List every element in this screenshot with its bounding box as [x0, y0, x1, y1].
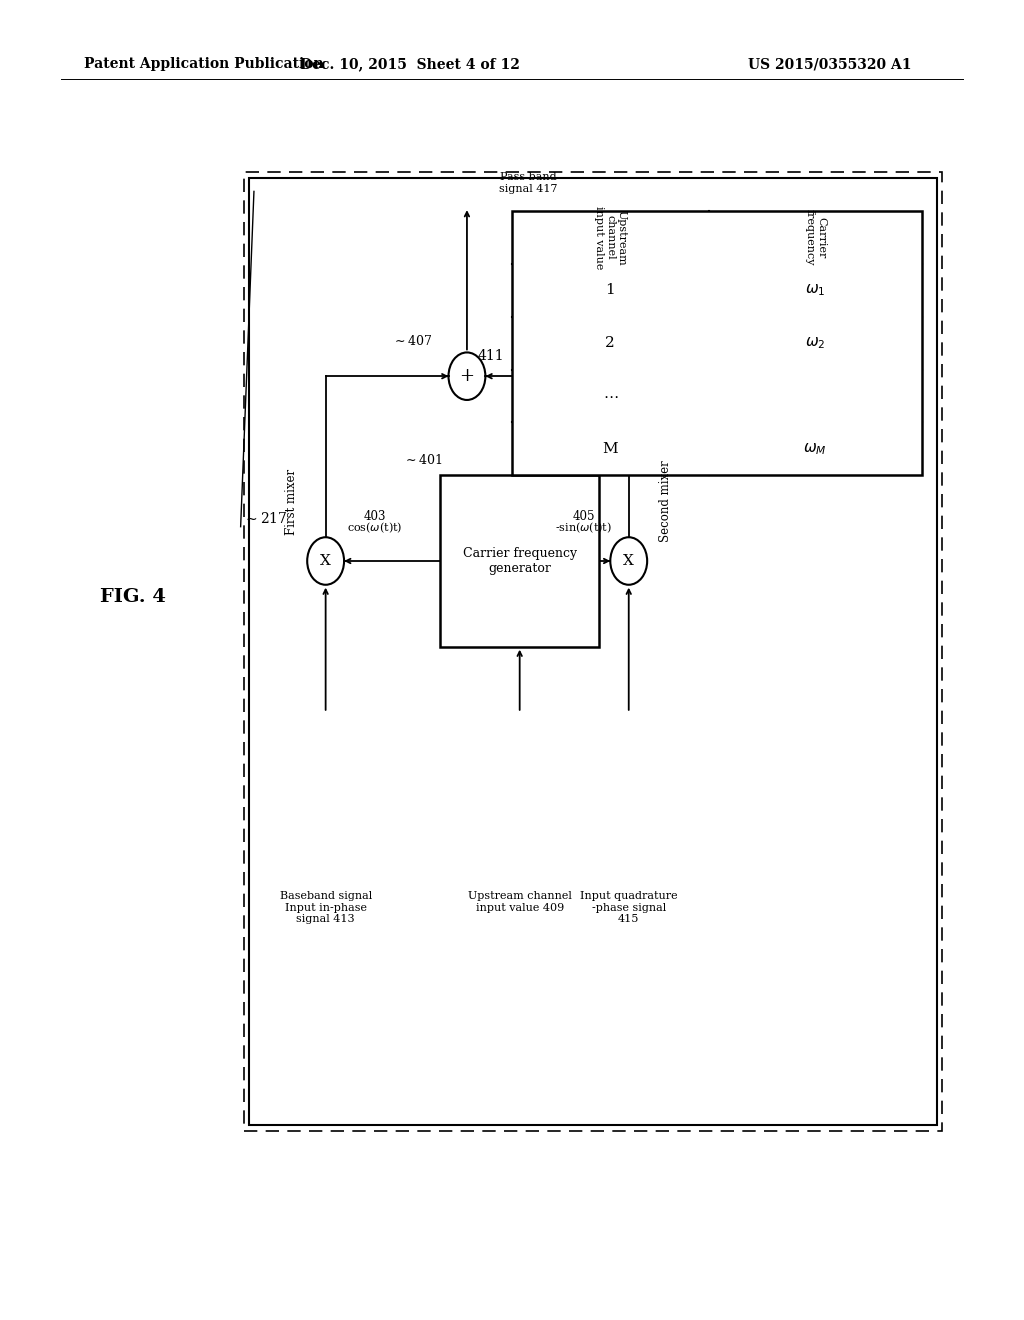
- Text: Dec. 10, 2015  Sheet 4 of 12: Dec. 10, 2015 Sheet 4 of 12: [300, 57, 519, 71]
- Text: Pass band
signal 417: Pass band signal 417: [499, 173, 557, 194]
- Bar: [249, 178, 937, 1125]
- Text: Carrier
frequency: Carrier frequency: [804, 210, 826, 265]
- Text: $\omega_2$: $\omega_2$: [805, 335, 825, 351]
- Text: Input quadrature
-phase signal
415: Input quadrature -phase signal 415: [580, 891, 678, 924]
- Text: X: X: [624, 554, 634, 568]
- Text: +: +: [460, 367, 474, 385]
- Text: $\sim$401: $\sim$401: [402, 453, 442, 467]
- Text: Patent Application Publication: Patent Application Publication: [84, 57, 324, 71]
- Text: $\omega_M$: $\omega_M$: [803, 441, 827, 457]
- Text: 411: 411: [477, 350, 504, 363]
- Text: cos($\omega$(t)t): cos($\omega$(t)t): [347, 520, 402, 535]
- Text: 2: 2: [605, 337, 615, 350]
- Text: -sin($\omega$(t)t): -sin($\omega$(t)t): [555, 520, 612, 535]
- Bar: [512, 211, 922, 475]
- Text: M: M: [602, 442, 618, 455]
- Text: 405: 405: [572, 510, 595, 523]
- Text: Carrier frequency
generator: Carrier frequency generator: [463, 546, 577, 576]
- Text: 403: 403: [364, 510, 386, 523]
- Text: US 2015/0355320 A1: US 2015/0355320 A1: [748, 57, 911, 71]
- Text: Baseband signal
Input in-phase
signal 413: Baseband signal Input in-phase signal 41…: [280, 891, 372, 924]
- Text: $\cdots$: $\cdots$: [602, 389, 618, 403]
- Text: $\sim$407: $\sim$407: [392, 334, 432, 348]
- Text: Second mixer: Second mixer: [659, 461, 672, 543]
- Text: 1: 1: [605, 284, 615, 297]
- Text: X: X: [321, 554, 331, 568]
- Text: $\omega_1$: $\omega_1$: [805, 282, 825, 298]
- Text: Upstream
channel
input value: Upstream channel input value: [594, 206, 627, 269]
- Text: First mixer: First mixer: [286, 469, 298, 535]
- Text: Upstream channel
input value 409: Upstream channel input value 409: [468, 891, 572, 912]
- Text: $\sim$217: $\sim$217: [243, 511, 287, 527]
- Bar: [440, 475, 599, 647]
- Text: FIG. 4: FIG. 4: [100, 587, 166, 606]
- Bar: [244, 172, 942, 1131]
